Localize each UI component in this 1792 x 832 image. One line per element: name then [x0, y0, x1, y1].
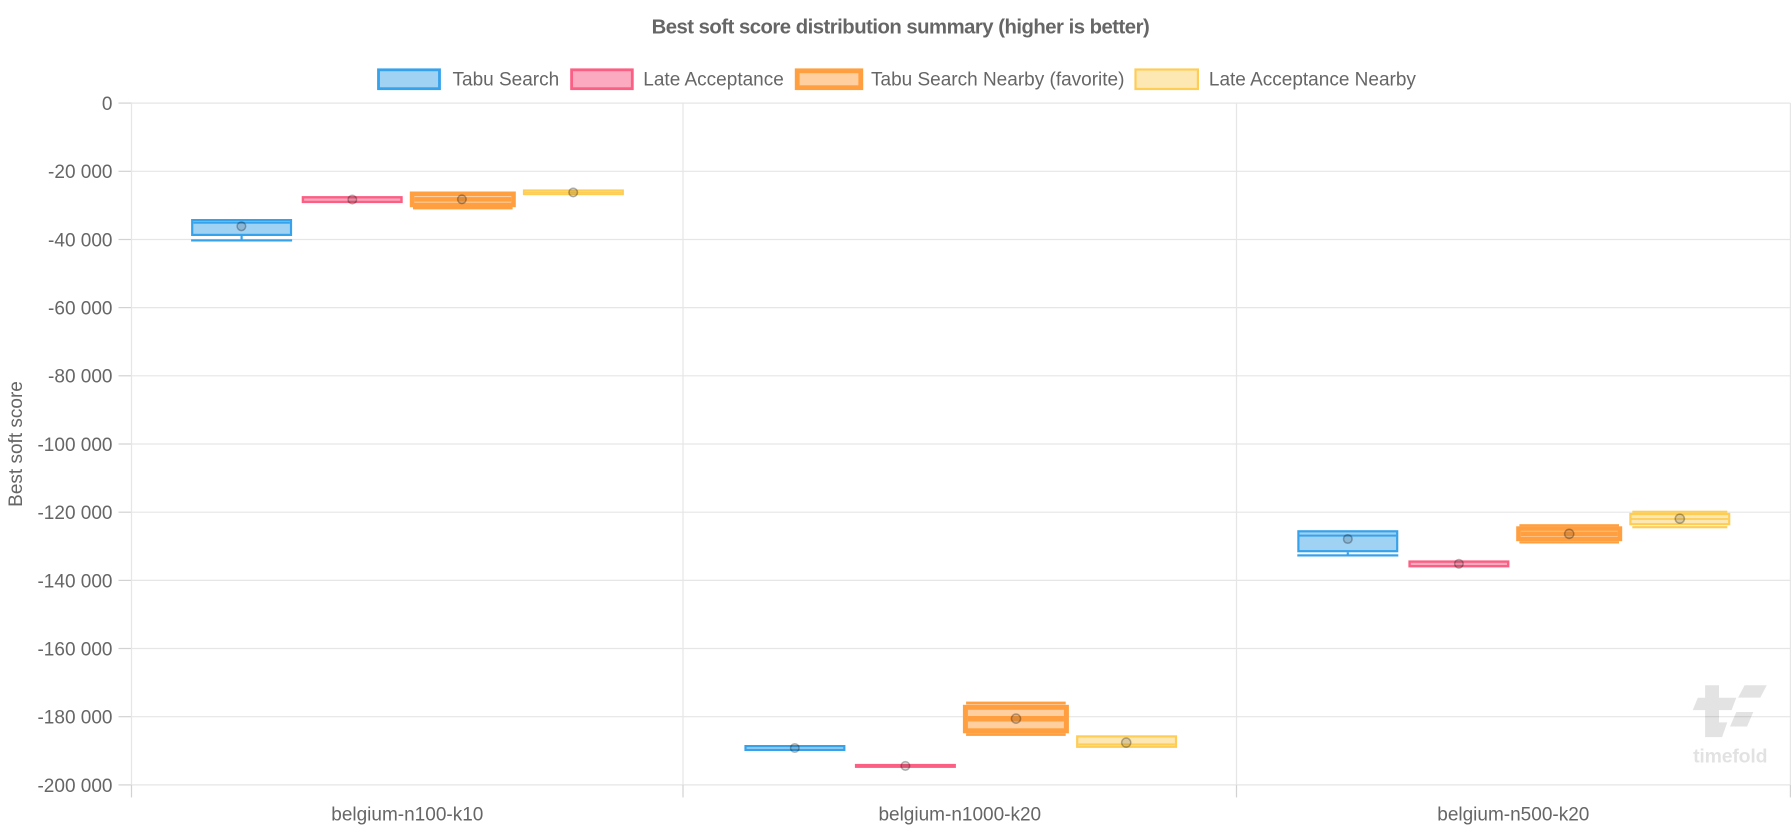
svg-text:Best soft score distribution s: Best soft score distribution summary (hi… [652, 16, 1150, 38]
svg-text:belgium-n1000-k20: belgium-n1000-k20 [878, 805, 1041, 826]
svg-text:-120 000: -120 000 [37, 503, 112, 524]
svg-text:-200 000: -200 000 [37, 776, 112, 797]
svg-text:timefold: timefold [1693, 746, 1767, 768]
svg-text:Tabu Search: Tabu Search [453, 70, 560, 91]
svg-text:Tabu Search Nearby (favorite): Tabu Search Nearby (favorite) [871, 70, 1124, 91]
svg-text:-20 000: -20 000 [48, 162, 112, 183]
svg-text:-60 000: -60 000 [48, 299, 112, 320]
svg-text:0: 0 [102, 94, 113, 115]
svg-text:-80 000: -80 000 [48, 367, 112, 388]
svg-text:belgium-n100-k10: belgium-n100-k10 [331, 805, 483, 826]
svg-text:Late Acceptance: Late Acceptance [643, 70, 784, 91]
svg-text:-140 000: -140 000 [37, 571, 112, 592]
svg-text:-180 000: -180 000 [37, 708, 112, 729]
svg-text:-100 000: -100 000 [37, 435, 112, 456]
svg-text:-160 000: -160 000 [37, 639, 112, 660]
svg-text:Best soft score: Best soft score [6, 381, 27, 507]
svg-text:belgium-n500-k20: belgium-n500-k20 [1437, 805, 1589, 826]
svg-text:-40 000: -40 000 [48, 230, 112, 251]
svg-text:Late Acceptance Nearby: Late Acceptance Nearby [1209, 70, 1417, 91]
